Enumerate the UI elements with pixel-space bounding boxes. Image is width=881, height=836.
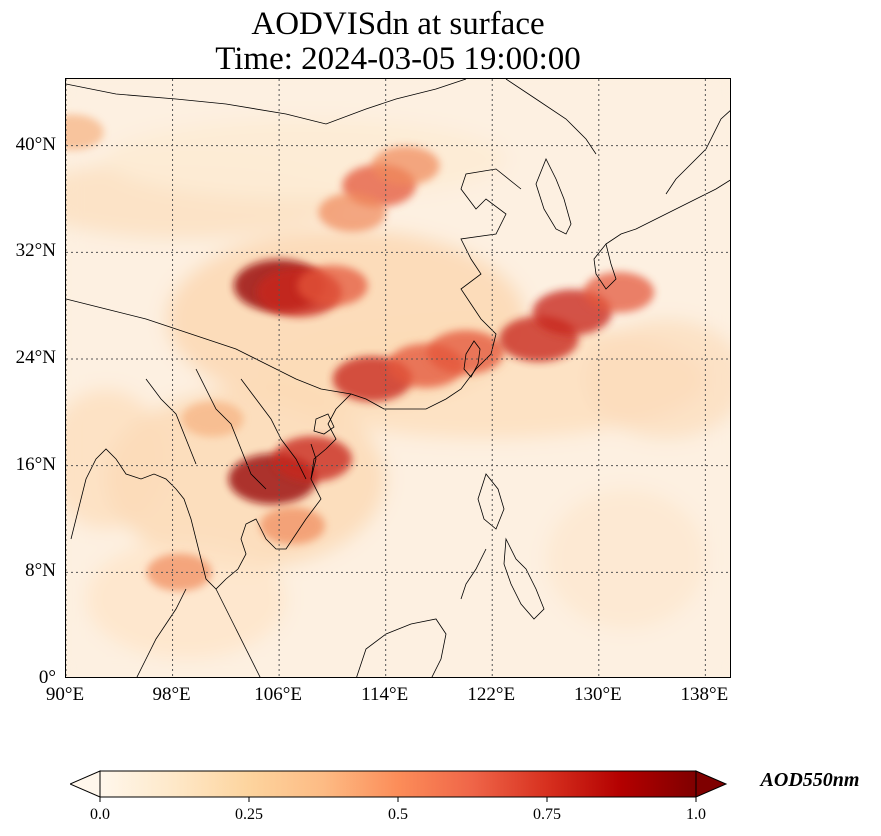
map-time: Time: 2024-03-05 19:00:00 [215,41,581,77]
colorbar-tick-label: 0.75 [533,806,561,823]
aerosol-plume [318,192,387,232]
colorbar-tick-label: 0.5 [388,806,408,823]
aerosol-plume [583,271,655,313]
longitude-tick-label: 98°E [152,684,191,705]
latitude-tick-label: 24°N [15,347,56,368]
aod-map [66,79,730,677]
aerosol-plume [259,506,325,545]
graticule [66,79,730,677]
aerosol-plume [181,401,244,437]
colorbar-label: AOD550nm [760,769,860,791]
latitude-tick-label: 32°N [15,240,56,262]
colorbar-tick-label: 0.25 [235,806,263,823]
latitude-tick-label: 0° [38,667,56,688]
aerosol-plume [146,553,212,592]
longitude-tick-label: 130°E [573,684,622,705]
aerosol-plume [371,146,440,186]
colorbar [70,770,728,802]
longitude-tick-label: 106°E [254,684,302,705]
latitude-tick-label: 8°N [25,560,56,582]
colorbar-extend-low [70,770,101,798]
longitude-tick-label: 138°E [680,684,729,705]
coastlines-and-borders [66,79,730,677]
colorbar-extend-high [695,770,728,798]
colorbar-tick-label: 0.0 [90,806,110,823]
aerosol-plumes [66,114,655,592]
colorbar-tick-label: 1.0 [686,806,706,823]
map-title: AODVISdn at surface [251,6,545,42]
aerosol-plume [427,330,504,375]
latitude-tick-label: 40°N [15,133,56,155]
latitude-tick-label: 16°N [15,453,56,475]
longitude-tick-label: 114°E [361,684,409,705]
aerosol-plume [297,265,368,307]
longitude-tick-label: 90°E [45,684,85,705]
longitude-tick-label: 122°E [467,684,516,705]
aerosol-plume [66,114,104,151]
aerosol-plume [272,436,353,482]
map-panel [65,78,731,678]
colorbar-gradient [99,770,697,798]
